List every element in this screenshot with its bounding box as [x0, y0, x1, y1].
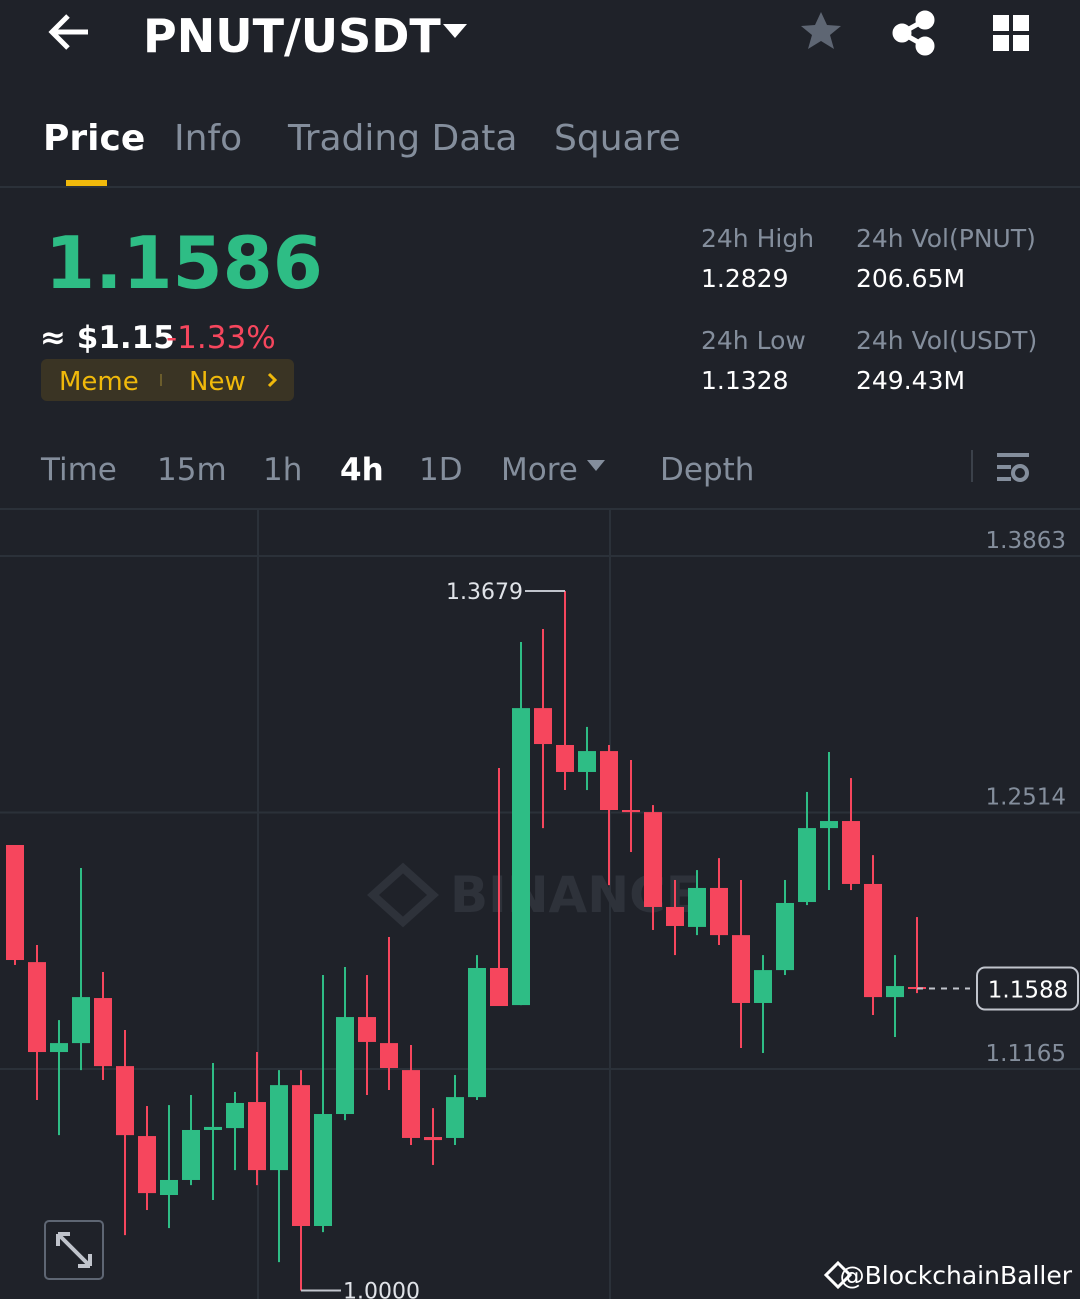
candle-body: [886, 986, 904, 998]
expand-button[interactable]: [44, 1220, 104, 1280]
credit: @BlockchainBaller: [840, 1261, 1073, 1290]
stat-label: 24h High: [701, 224, 814, 253]
candle-body: [534, 708, 552, 745]
pair-title[interactable]: PNUT/USDT: [143, 9, 441, 63]
favorite-icon[interactable]: [801, 12, 841, 49]
candle-body: [226, 1102, 244, 1129]
chart-settings-icon[interactable]: [997, 453, 1029, 482]
candle-body: [842, 821, 860, 884]
tag-arrow: [267, 372, 278, 388]
more-dropdown: [587, 460, 605, 471]
watermark-logo: [367, 862, 439, 928]
candle-body: [292, 1085, 310, 1226]
interval-tab[interactable]: 1D: [419, 452, 463, 488]
tab-indicator: [66, 180, 107, 186]
candle-body: [424, 1137, 442, 1141]
tab[interactable]: Price: [43, 118, 145, 159]
menu-icon[interactable]: [993, 15, 1029, 51]
stat-label: 24h Vol(USDT): [856, 326, 1037, 355]
candle-body: [138, 1136, 156, 1194]
candle-body: [512, 708, 530, 1006]
credit-logo: [823, 1260, 853, 1290]
candle-body: [182, 1129, 200, 1180]
stat-label: 24h Vol(PNUT): [856, 224, 1036, 253]
interval-tab[interactable]: More: [501, 452, 578, 488]
candle-body: [116, 1066, 134, 1136]
candle-body: [50, 1043, 68, 1053]
share-icon[interactable]: [892, 10, 935, 56]
expand-icon: [56, 1232, 92, 1268]
candle-body: [380, 1043, 398, 1069]
high-label: 1.3679: [446, 580, 523, 605]
candle-body: [270, 1085, 288, 1171]
tag[interactable]: New: [189, 367, 246, 397]
interval-tab[interactable]: 1h: [263, 452, 302, 488]
interval-tab[interactable]: Depth: [660, 452, 754, 488]
price-change: -1.33%: [166, 320, 276, 356]
watermark: BINANCE: [450, 866, 700, 924]
tag-box[interactable]: [41, 359, 294, 401]
stat-value: 249.43M: [856, 366, 965, 395]
candle-body: [160, 1179, 178, 1196]
candle-body: [578, 751, 596, 772]
candle-body: [556, 744, 574, 772]
candle-body: [754, 970, 772, 1003]
candle-body: [688, 887, 706, 927]
tag[interactable]: Meme: [59, 367, 139, 397]
candle-body: [710, 887, 728, 936]
last-price-label: 1.1588: [988, 978, 1068, 1004]
interval-tab[interactable]: 15m: [157, 452, 227, 488]
low-label: 1.0000: [343, 1279, 420, 1299]
candle-body: [622, 810, 640, 813]
interval-tab[interactable]: 4h: [340, 452, 384, 488]
stat-value: 1.2829: [701, 264, 788, 293]
candle-body: [468, 968, 486, 1098]
candle-body: [314, 1114, 332, 1226]
candle-body: [776, 902, 794, 971]
candle-body: [644, 812, 662, 907]
candle-body: [94, 998, 112, 1067]
y-tick-label: 1.1165: [986, 1041, 1066, 1067]
tab[interactable]: Info: [174, 118, 242, 159]
stat-value: 1.1328: [701, 366, 788, 395]
candle-body: [336, 1017, 354, 1115]
y-tick-label: 1.3863: [986, 528, 1066, 554]
candle-body: [6, 844, 24, 961]
last-price: 1.1586: [45, 221, 323, 305]
fiat-price: ≈ $1.15: [40, 320, 175, 356]
candle-body: [28, 962, 46, 1053]
dropdown-icon[interactable]: [443, 24, 467, 38]
candle-body: [732, 935, 750, 1003]
candle-body: [490, 968, 508, 1007]
tab[interactable]: Square: [554, 118, 681, 159]
interval-tab[interactable]: Time: [40, 452, 117, 488]
candle-body: [820, 821, 838, 829]
candle-body: [402, 1070, 420, 1138]
back-button[interactable]: [48, 14, 88, 50]
stat-value: 206.65M: [856, 264, 965, 293]
tab[interactable]: Trading Data: [287, 118, 517, 159]
candle-body: [72, 997, 90, 1044]
stat-label: 24h Low: [701, 326, 806, 355]
candle-body: [864, 883, 882, 998]
candle-body: [248, 1102, 266, 1171]
last-price-tag: [976, 966, 1079, 1011]
candle-body: [666, 906, 684, 926]
candle-body: [446, 1097, 464, 1138]
candle-body: [798, 828, 816, 903]
y-tick-label: 1.2514: [986, 784, 1066, 810]
candle-body: [600, 751, 618, 811]
candle-body: [204, 1126, 222, 1130]
candle-body: [358, 1017, 376, 1042]
